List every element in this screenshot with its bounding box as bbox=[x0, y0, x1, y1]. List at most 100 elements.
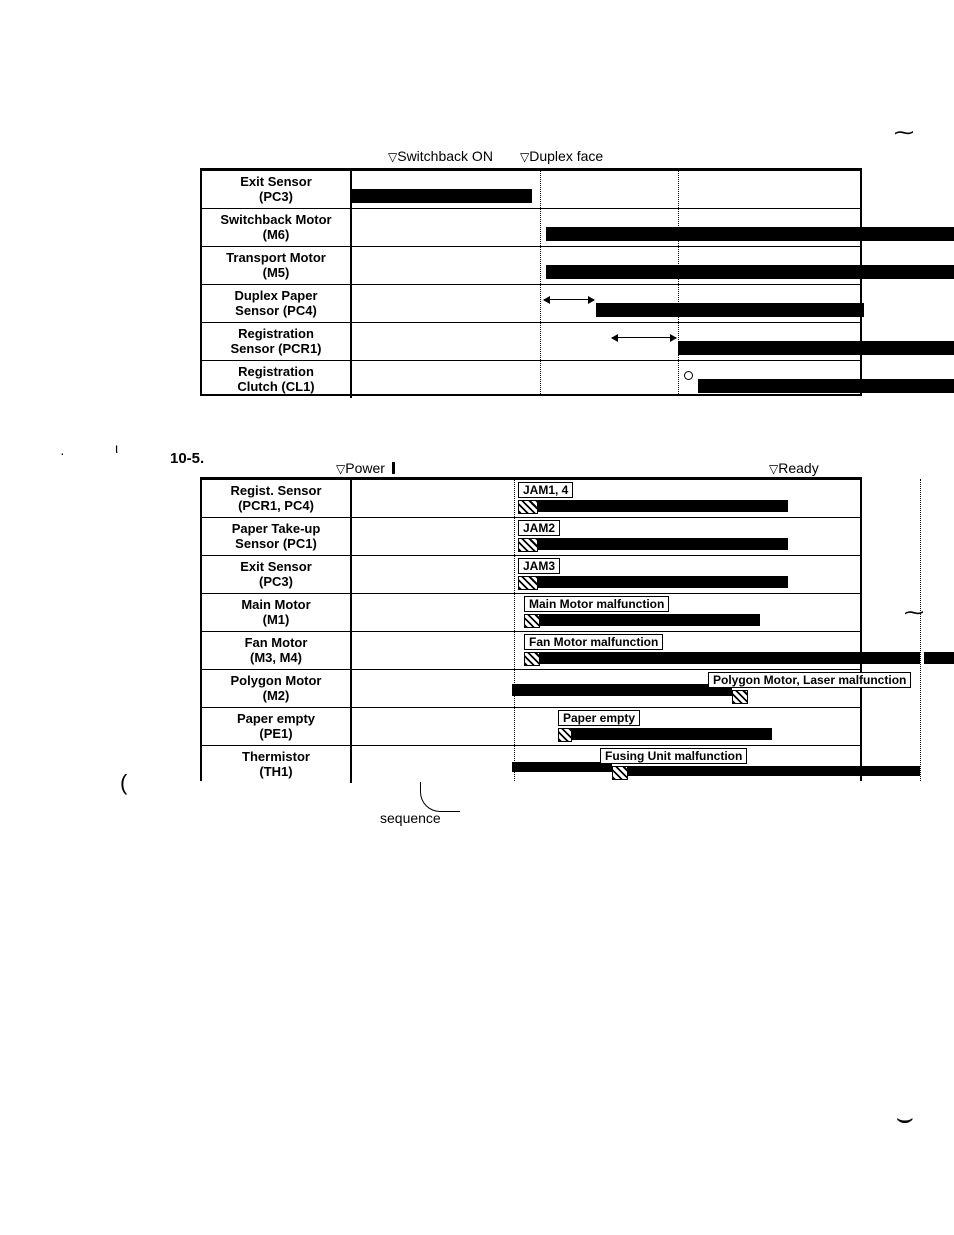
chart-row: RegistrationClutch (CL1) bbox=[202, 360, 860, 398]
row-label: Paper Take-upSensor (PC1) bbox=[202, 518, 352, 555]
triangle-down-icon: ▽ bbox=[388, 150, 397, 164]
row-label: Thermistor(TH1) bbox=[202, 746, 352, 783]
chart-row: Paper Take-upSensor (PC1) JAM2 bbox=[202, 517, 860, 555]
header-text: Switchback ON bbox=[397, 148, 493, 164]
timing-bar bbox=[512, 762, 612, 772]
row-label: Transport Motor(M5) bbox=[202, 247, 352, 284]
annotation-box: Polygon Motor, Laser malfunction bbox=[708, 672, 911, 688]
timing-bar bbox=[628, 766, 920, 776]
row-track bbox=[352, 323, 860, 360]
timing-bar bbox=[538, 576, 788, 588]
triangle-down-icon: ▽ bbox=[520, 150, 529, 164]
timing-bar bbox=[698, 379, 954, 393]
scan-mark: ι bbox=[115, 440, 118, 456]
hatch-segment bbox=[524, 614, 540, 628]
section-number: 10-5. bbox=[170, 450, 204, 467]
triangle-down-icon: ▽ bbox=[336, 462, 345, 476]
chart-row: Transport Motor(M5) bbox=[202, 246, 860, 284]
hatch-segment bbox=[524, 652, 540, 666]
chart-row: Main Motor(M1) Main Motor malfunction bbox=[202, 593, 860, 631]
timing-chart-2: Regist. Sensor(PCR1, PC4) JAM1, 4 Paper Ta… bbox=[200, 477, 862, 781]
hatch-segment bbox=[518, 538, 538, 552]
row-track: Fusing Unit malfunction bbox=[352, 746, 860, 783]
annotation-box: Fusing Unit malfunction bbox=[600, 748, 747, 764]
row-label: Main Motor(M1) bbox=[202, 594, 352, 631]
row-label: RegistrationSensor (PCR1) bbox=[202, 323, 352, 360]
row-label: Polygon Motor(M2) bbox=[202, 670, 352, 707]
chart-row: RegistrationSensor (PCR1) bbox=[202, 322, 860, 360]
scan-mark: ( bbox=[120, 770, 127, 796]
chart-row: Thermistor(TH1) Fusing Unit malfunction bbox=[202, 745, 860, 783]
chart-row: Regist. Sensor(PCR1, PC4) JAM1, 4 bbox=[202, 479, 860, 517]
hatch-segment bbox=[732, 690, 748, 704]
row-label: Regist. Sensor(PCR1, PC4) bbox=[202, 480, 352, 517]
event-marker-icon bbox=[684, 371, 693, 380]
chart2-header-ready: ▽Ready bbox=[769, 460, 819, 476]
page: ⁓ ⁓ ⌣ · ι ( ▽Switchback ON ▽Duplex face … bbox=[0, 0, 954, 1235]
timing-bar bbox=[512, 684, 732, 696]
timing-bar bbox=[540, 614, 760, 626]
row-track: JAM2 bbox=[352, 518, 860, 555]
row-track: JAM1, 4 bbox=[352, 480, 860, 517]
row-label: Switchback Motor(M6) bbox=[202, 209, 352, 246]
timing-bar bbox=[546, 265, 954, 279]
scan-mark: ⁓ bbox=[904, 600, 924, 625]
sequence-label: sequence bbox=[380, 810, 441, 826]
timing-bar bbox=[546, 227, 954, 241]
chart1-header-switchback: ▽Switchback ON bbox=[388, 148, 493, 164]
hatch-segment bbox=[518, 500, 538, 514]
row-track bbox=[352, 361, 860, 398]
timing-bar bbox=[540, 652, 920, 664]
header-text: Ready bbox=[778, 460, 818, 476]
chart-row: Switchback Motor(M6) bbox=[202, 208, 860, 246]
row-track bbox=[352, 285, 860, 322]
sequence-curve bbox=[420, 782, 460, 812]
annotation-box: Main Motor malfunction bbox=[524, 596, 669, 612]
row-track: Paper empty bbox=[352, 708, 860, 745]
scan-mark: ⁓ bbox=[894, 120, 914, 145]
row-label: Paper empty(PE1) bbox=[202, 708, 352, 745]
row-track: Fan Motor malfunction bbox=[352, 632, 860, 669]
timing-bar bbox=[572, 728, 772, 740]
chart1-header-duplex: ▽Duplex face bbox=[520, 148, 603, 164]
row-track: Polygon Motor, Laser malfunction bbox=[352, 670, 860, 707]
annotation-box: JAM3 bbox=[518, 558, 560, 574]
timing-bar bbox=[538, 538, 788, 550]
dimension-arrow bbox=[544, 299, 594, 300]
timing-bar bbox=[678, 341, 954, 355]
row-label: Exit Sensor(PC3) bbox=[202, 556, 352, 593]
guide-line bbox=[920, 479, 921, 781]
chart-row: Exit Sensor(PC3) bbox=[202, 170, 860, 208]
chart2-header-power: ▽Power bbox=[336, 460, 385, 476]
triangle-down-icon: ▽ bbox=[769, 462, 778, 476]
annotation-box: JAM1, 4 bbox=[518, 482, 573, 498]
row-label: Duplex PaperSensor (PC4) bbox=[202, 285, 352, 322]
row-label: Exit Sensor(PC3) bbox=[202, 171, 352, 208]
row-track: JAM3 bbox=[352, 556, 860, 593]
row-label: RegistrationClutch (CL1) bbox=[202, 361, 352, 398]
row-label: Fan Motor(M3, M4) bbox=[202, 632, 352, 669]
chart-row: Exit Sensor(PC3) JAM3 bbox=[202, 555, 860, 593]
chart-row: Fan Motor(M3, M4) Fan Motor malfunction bbox=[202, 631, 860, 669]
header-text: Power bbox=[345, 460, 385, 476]
timing-bar bbox=[538, 500, 788, 512]
chart-row: Duplex PaperSensor (PC4) bbox=[202, 284, 860, 322]
hatch-segment bbox=[558, 728, 572, 742]
chart-row: Paper empty(PE1)Paper empty bbox=[202, 707, 860, 745]
scan-mark: · bbox=[60, 445, 65, 461]
row-track bbox=[352, 247, 860, 284]
timing-bar bbox=[352, 189, 532, 203]
hatch-segment bbox=[518, 576, 538, 590]
dimension-arrow bbox=[612, 337, 676, 338]
annotation-box: JAM2 bbox=[518, 520, 560, 536]
tick-mark bbox=[392, 462, 395, 474]
scan-mark: ⌣ bbox=[896, 1102, 914, 1135]
hatch-segment bbox=[612, 766, 628, 780]
row-track bbox=[352, 171, 860, 208]
row-track: Main Motor malfunction bbox=[352, 594, 860, 631]
annotation-box: Fan Motor malfunction bbox=[524, 634, 663, 650]
header-text: Duplex face bbox=[529, 148, 603, 164]
timing-bar bbox=[924, 652, 954, 664]
timing-bar bbox=[596, 303, 864, 317]
chart-row: Polygon Motor(M2)Polygon Motor, Laser ma… bbox=[202, 669, 860, 707]
